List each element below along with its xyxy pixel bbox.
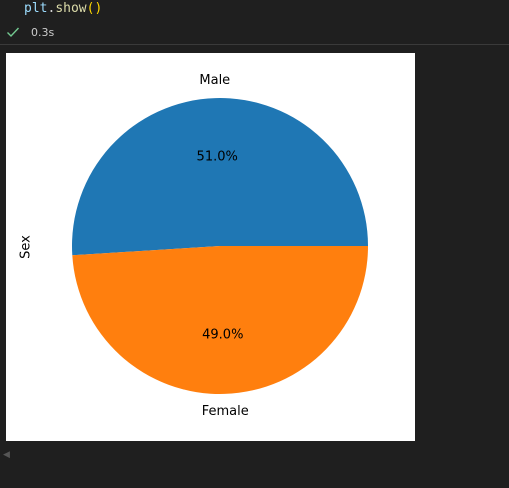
pie-slice-male bbox=[71, 97, 368, 256]
execution-time: 0.3s bbox=[31, 26, 55, 39]
scroll-left-icon[interactable]: ◀ bbox=[3, 450, 10, 460]
code-cell[interactable]: plt.show() bbox=[0, 0, 509, 20]
code-token-module: plt bbox=[24, 1, 48, 16]
pie-chart-output: Male 51.0% Female 49.0% Sex bbox=[6, 53, 415, 441]
pie-pct-female: 49.0% bbox=[202, 327, 243, 342]
pie-chart: Male 51.0% Female 49.0% Sex bbox=[19, 73, 368, 419]
pie-label-female: Female bbox=[202, 404, 249, 419]
pie-label-male: Male bbox=[199, 73, 230, 88]
code-token-parens: () bbox=[86, 1, 103, 16]
pie-slice-female bbox=[72, 246, 368, 394]
y-axis-label: Sex bbox=[19, 235, 34, 259]
code-line[interactable]: plt.show() bbox=[24, 1, 102, 16]
code-token-function: show bbox=[55, 1, 87, 16]
pie-slices bbox=[71, 97, 368, 394]
check-icon bbox=[7, 27, 20, 38]
code-token-dot: . bbox=[47, 1, 56, 16]
cell-status-bar: 0.3s bbox=[0, 20, 509, 45]
pie-pct-male: 51.0% bbox=[197, 150, 238, 165]
pie-labels: Male 51.0% Female 49.0% bbox=[197, 73, 249, 419]
